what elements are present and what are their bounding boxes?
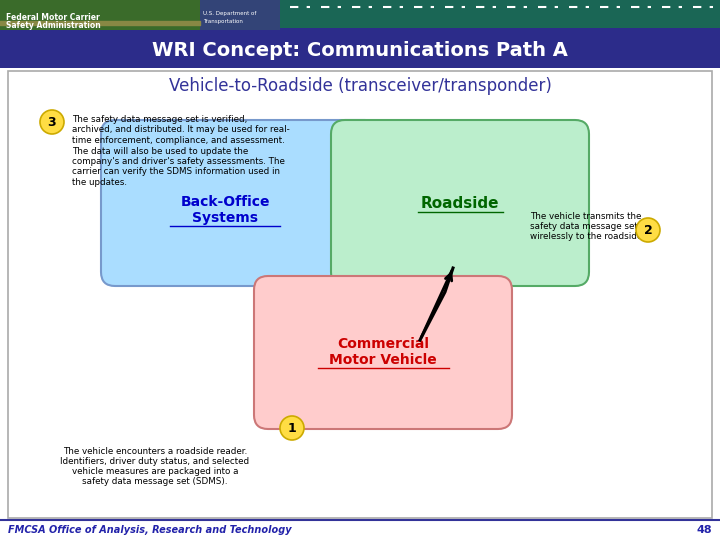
- Text: vehicle measures are packaged into a: vehicle measures are packaged into a: [72, 467, 238, 476]
- Text: archived, and distributed. It may be used for real-: archived, and distributed. It may be use…: [72, 125, 289, 134]
- FancyBboxPatch shape: [200, 0, 280, 30]
- Circle shape: [636, 218, 660, 242]
- Text: The data will also be used to update the: The data will also be used to update the: [72, 146, 248, 156]
- Text: The vehicle transmits the: The vehicle transmits the: [530, 212, 642, 221]
- Text: FMCSA Office of Analysis, Research and Technology: FMCSA Office of Analysis, Research and T…: [8, 525, 292, 535]
- Text: Vehicle-to-Roadside (transceiver/transponder): Vehicle-to-Roadside (transceiver/transpo…: [168, 77, 552, 95]
- Circle shape: [280, 416, 304, 440]
- Text: Identifiers, driver duty status, and selected: Identifiers, driver duty status, and sel…: [60, 457, 250, 466]
- Text: 3: 3: [48, 116, 56, 129]
- Text: The safety data message set is verified,: The safety data message set is verified,: [72, 115, 247, 124]
- Text: U.S. Department of: U.S. Department of: [203, 11, 256, 17]
- FancyBboxPatch shape: [8, 71, 712, 518]
- Text: 48: 48: [696, 525, 712, 535]
- Text: Motor Vehicle: Motor Vehicle: [329, 353, 437, 367]
- Text: company's and driver's safety assessments. The: company's and driver's safety assessment…: [72, 157, 285, 166]
- Text: Roadside: Roadside: [420, 195, 499, 211]
- Text: 2: 2: [644, 224, 652, 237]
- FancyBboxPatch shape: [0, 0, 720, 68]
- Text: Safety Administration: Safety Administration: [6, 22, 101, 30]
- Text: time enforcement, compliance, and assessment.: time enforcement, compliance, and assess…: [72, 136, 284, 145]
- Text: Federal Motor Carrier: Federal Motor Carrier: [6, 14, 100, 23]
- Text: Back-Office: Back-Office: [180, 195, 270, 209]
- FancyBboxPatch shape: [0, 28, 720, 68]
- Text: 1: 1: [287, 422, 297, 435]
- Text: Systems: Systems: [192, 211, 258, 225]
- FancyBboxPatch shape: [101, 120, 379, 286]
- Text: WRI Concept: Communications Path A: WRI Concept: Communications Path A: [152, 42, 568, 60]
- FancyBboxPatch shape: [254, 276, 512, 429]
- Text: wirelessly to the roadside.: wirelessly to the roadside.: [530, 232, 645, 241]
- Text: carrier can verify the SDMS information used in: carrier can verify the SDMS information …: [72, 167, 280, 177]
- Text: Commercial: Commercial: [337, 337, 429, 351]
- Text: safety data message set (SDMS).: safety data message set (SDMS).: [82, 477, 228, 486]
- Text: The vehicle encounters a roadside reader.: The vehicle encounters a roadside reader…: [63, 447, 247, 456]
- Text: safety data message set: safety data message set: [530, 222, 638, 231]
- FancyBboxPatch shape: [0, 0, 200, 30]
- Text: Transportation: Transportation: [203, 18, 243, 24]
- Text: the updates.: the updates.: [72, 178, 127, 187]
- FancyBboxPatch shape: [331, 120, 589, 286]
- Circle shape: [40, 110, 64, 134]
